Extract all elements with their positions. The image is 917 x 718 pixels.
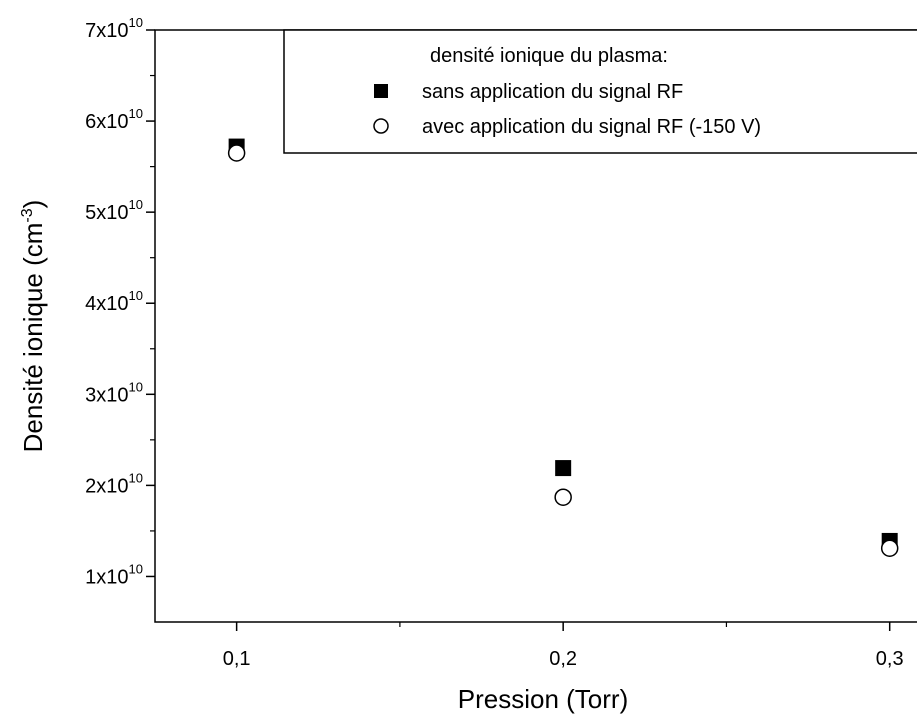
- legend-title: densité ionique du plasma:: [430, 45, 668, 67]
- legend-marker-filled-square: [374, 84, 388, 98]
- series-2-point: [880, 539, 899, 557]
- legend-label-series-1: sans application du signal RF: [422, 81, 683, 103]
- y-tick-label: 5x1010: [85, 197, 143, 224]
- y-tick-label-exponent: 10: [129, 379, 143, 394]
- x-axis-ticks: 0,1 0,2 0,3: [223, 622, 904, 670]
- series-2-point: [227, 144, 246, 162]
- y-tick-label-exponent: 10: [129, 288, 143, 303]
- series-2-point: [554, 488, 572, 506]
- y-tick-label: 2x1010: [85, 470, 143, 497]
- y-tick-label-base: 2x10: [85, 475, 128, 497]
- y-axis-ticks: 1x10102x10103x10104x10105x10106x10107x10…: [85, 15, 155, 588]
- series-1-point: [555, 460, 572, 477]
- y-tick-label: 4x1010: [85, 288, 143, 315]
- y-tick-label-base: 6x10: [85, 111, 128, 133]
- legend-label-series-2: avec application du signal RF (-150 V): [422, 116, 761, 138]
- y-axis-title: Densité ionique (cm-3): [18, 200, 48, 453]
- y-tick-label-exponent: 10: [129, 470, 143, 485]
- y-tick-label: 7x1010: [85, 15, 143, 42]
- x-tick-label: 0,3: [876, 648, 904, 670]
- data-points: [227, 138, 899, 557]
- y-tick-label-exponent: 10: [129, 197, 143, 212]
- y-tick-label-exponent: 10: [129, 106, 143, 121]
- y-tick-label-base: 7x10: [85, 20, 128, 42]
- y-tick-label: 3x1010: [85, 379, 143, 406]
- x-tick-label: 0,1: [223, 648, 251, 670]
- legend-marker-open-circle: [373, 118, 389, 134]
- y-axis-title-main: Densité ionique (cm: [18, 223, 48, 453]
- legend-box: [283, 29, 917, 154]
- y-tick-label: 1x1010: [85, 561, 143, 588]
- x-tick-label: 0,2: [549, 648, 577, 670]
- y-tick-label-base: 4x10: [85, 293, 128, 315]
- legend: densité ionique du plasma: sans applicat…: [283, 29, 917, 154]
- y-tick-label: 6x1010: [85, 106, 143, 133]
- y-tick-label-exponent: 10: [129, 15, 143, 30]
- y-tick-label-base: 5x10: [85, 202, 128, 224]
- y-axis-title-close: ): [18, 200, 48, 209]
- y-tick-label-base: 1x10: [85, 566, 128, 588]
- y-tick-label-base: 3x10: [85, 384, 128, 406]
- x-axis-title: Pression (Torr): [458, 684, 628, 714]
- y-tick-label-exponent: 10: [129, 561, 143, 576]
- y-axis-title-exponent: -3: [19, 208, 36, 222]
